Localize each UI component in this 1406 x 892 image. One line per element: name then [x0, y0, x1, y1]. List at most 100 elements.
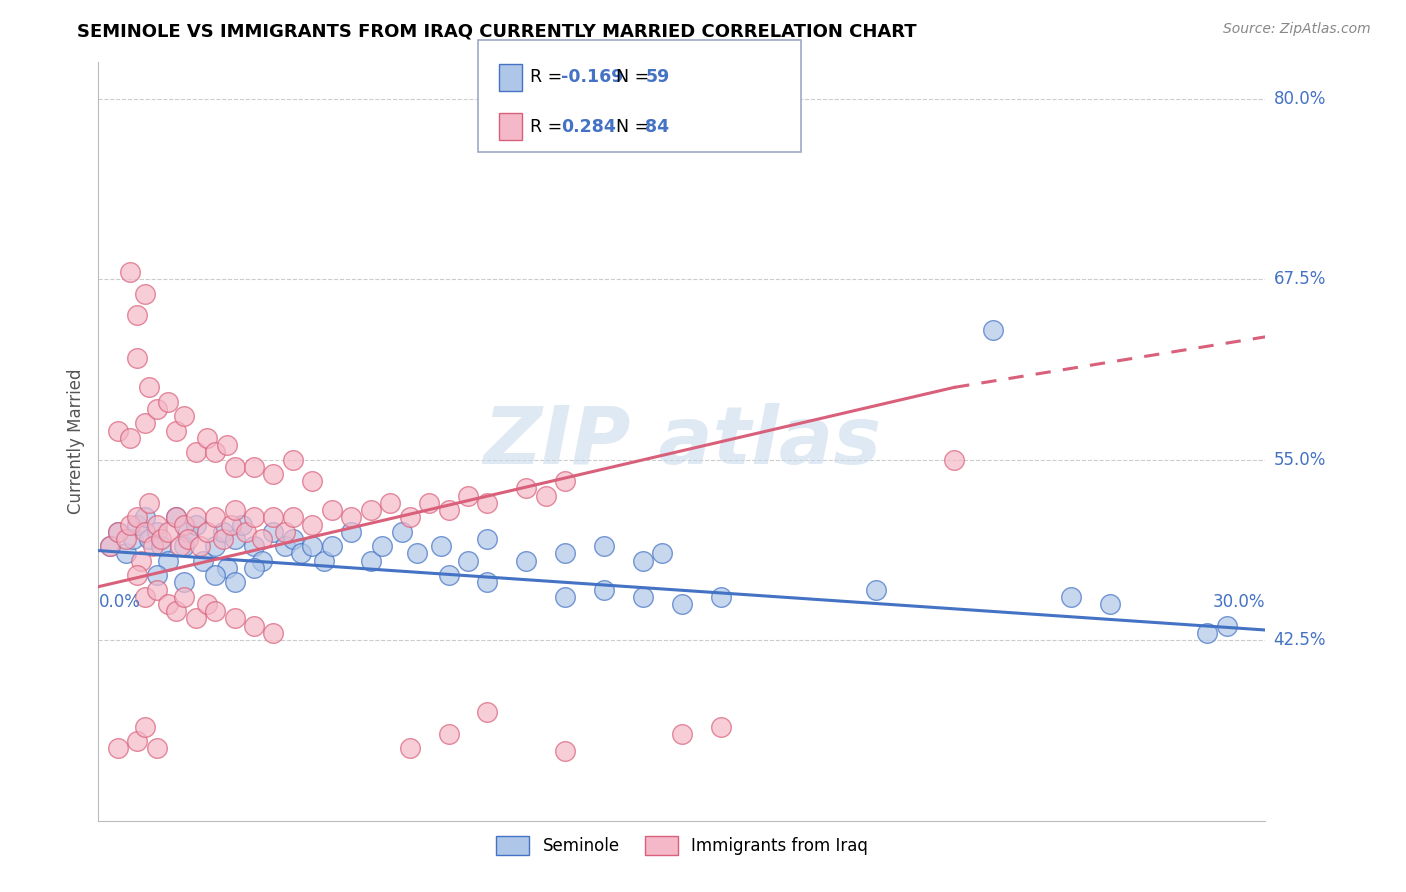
Point — [243, 561, 266, 575]
Point — [134, 510, 156, 524]
Point — [371, 539, 394, 553]
Text: R =: R = — [530, 118, 568, 136]
Point — [477, 706, 499, 720]
Point — [122, 532, 145, 546]
Point — [215, 438, 238, 452]
Point — [173, 590, 195, 604]
Point — [157, 597, 180, 611]
Text: -0.169: -0.169 — [561, 69, 623, 87]
Point — [301, 517, 323, 532]
Point — [360, 554, 382, 568]
Point — [146, 524, 169, 539]
Point — [98, 539, 121, 553]
Point — [262, 467, 284, 481]
Point — [212, 532, 235, 546]
Text: 84: 84 — [645, 118, 669, 136]
Point — [671, 597, 693, 611]
Point — [114, 532, 136, 546]
Point — [177, 532, 200, 546]
Text: 42.5%: 42.5% — [1274, 632, 1326, 649]
Point — [243, 618, 266, 632]
Point — [224, 575, 246, 590]
Text: N =: N = — [605, 118, 654, 136]
Point — [157, 524, 180, 539]
Point — [215, 561, 238, 575]
Point — [321, 503, 343, 517]
Point — [262, 524, 284, 539]
Point — [1060, 590, 1083, 604]
Y-axis label: Currently Married: Currently Married — [66, 368, 84, 515]
Point — [554, 590, 576, 604]
Point — [146, 568, 169, 582]
Point — [184, 611, 207, 625]
Text: 55.0%: 55.0% — [1274, 450, 1326, 468]
Point — [406, 546, 429, 560]
Point — [107, 424, 129, 438]
Point — [134, 590, 156, 604]
Point — [457, 554, 479, 568]
Point — [195, 524, 218, 539]
Point — [157, 554, 180, 568]
Point — [204, 568, 226, 582]
Point — [631, 554, 654, 568]
Point — [865, 582, 887, 597]
Point — [262, 626, 284, 640]
Point — [235, 524, 257, 539]
Point — [340, 524, 363, 539]
Point — [515, 482, 537, 496]
Point — [224, 532, 246, 546]
Point — [165, 424, 187, 438]
Point — [631, 590, 654, 604]
Point — [219, 517, 242, 532]
Point — [360, 503, 382, 517]
Text: N =: N = — [605, 69, 654, 87]
Point — [281, 510, 304, 524]
Point — [134, 417, 156, 431]
Point — [710, 720, 733, 734]
Point — [127, 351, 149, 366]
Point — [165, 604, 187, 618]
Point — [165, 510, 187, 524]
Text: R =: R = — [530, 69, 568, 87]
Point — [398, 510, 420, 524]
Point — [943, 452, 966, 467]
Point — [204, 445, 226, 459]
Point — [138, 496, 160, 510]
Point — [138, 380, 160, 394]
Point — [224, 459, 246, 474]
Point — [184, 510, 207, 524]
Point — [224, 611, 246, 625]
Point — [204, 539, 226, 553]
Point — [169, 539, 191, 553]
Point — [114, 546, 136, 560]
Point — [418, 496, 440, 510]
Point — [534, 489, 557, 503]
Point — [173, 539, 195, 553]
Point — [127, 734, 149, 748]
Point — [1195, 626, 1218, 640]
Point — [107, 524, 129, 539]
Point — [98, 539, 121, 553]
Point — [554, 475, 576, 489]
Text: SEMINOLE VS IMMIGRANTS FROM IRAQ CURRENTLY MARRIED CORRELATION CHART: SEMINOLE VS IMMIGRANTS FROM IRAQ CURRENT… — [77, 22, 917, 40]
Point — [184, 517, 207, 532]
Point — [437, 503, 460, 517]
Point — [243, 510, 266, 524]
Point — [129, 554, 152, 568]
Point — [134, 524, 156, 539]
Point — [127, 510, 149, 524]
Point — [142, 539, 165, 553]
Point — [165, 510, 187, 524]
Point — [290, 546, 312, 560]
Point — [593, 539, 616, 553]
Point — [477, 532, 499, 546]
Point — [149, 539, 172, 553]
Point — [243, 459, 266, 474]
Point — [477, 496, 499, 510]
Point — [118, 431, 141, 445]
Point — [981, 323, 1004, 337]
Text: Source: ZipAtlas.com: Source: ZipAtlas.com — [1223, 22, 1371, 37]
Point — [477, 575, 499, 590]
Point — [398, 741, 420, 756]
Point — [193, 554, 215, 568]
